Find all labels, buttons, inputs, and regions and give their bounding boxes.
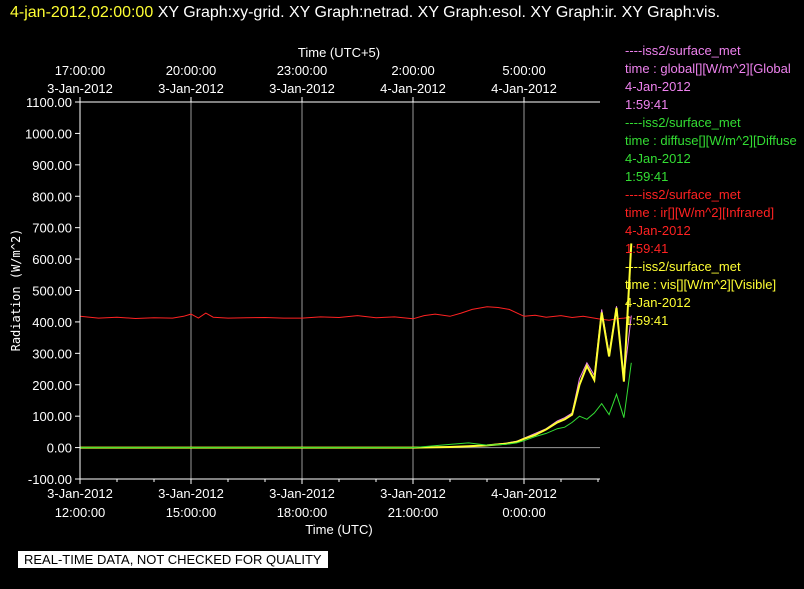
y-tick-label: 1100.00 (26, 95, 72, 110)
y-axis-label: Radiation (W/m^2) (9, 229, 23, 352)
y-tick-label: 900.00 (32, 158, 72, 173)
x-tick-label-date: 3-Jan-2012 (269, 486, 335, 501)
x2-tick-label-time: 5:00:00 (502, 63, 545, 78)
y-tick-label: 700.00 (32, 221, 72, 236)
legend-source: ----iss2/surface_met (625, 187, 741, 202)
x2-tick-label-time: 17:00:00 (55, 63, 106, 78)
y-tick-label: 500.00 (32, 284, 72, 299)
x-tick-label-date: 4-Jan-2012 (491, 486, 557, 501)
legend-source: ----iss2/surface_met (625, 43, 741, 58)
x-tick-label-date: 3-Jan-2012 (158, 486, 224, 501)
x2-tick-label-time: 20:00:00 (166, 63, 217, 78)
legend-date: 4-Jan-2012 (625, 151, 691, 166)
timestamp: 4-jan-2012,02:00:00 (10, 4, 154, 21)
y-tick-label: 600.00 (32, 252, 72, 267)
legend-field: time : ir[][W/m^2][Infrared] (625, 205, 775, 220)
legend-field: time : global[][W/m^2][Global (625, 61, 791, 76)
legend-time: 1:59:41 (625, 169, 669, 184)
x-axis-label: Time (UTC) (305, 522, 372, 537)
legend-date: 4-Jan-2012 (625, 295, 691, 310)
series-line-ir (79, 306, 632, 321)
y-tick-label: -100.00 (28, 472, 72, 487)
legend-time: 1:59:41 (625, 313, 669, 328)
y-tick-label: 0.00 (47, 441, 72, 456)
x2-tick-label-time: 2:00:00 (391, 63, 434, 78)
x-tick-label-time: 15:00:00 (166, 505, 217, 520)
x2-tick-label-date: 4-Jan-2012 (380, 81, 446, 96)
chart-plot-area (79, 243, 633, 449)
x2-tick-label-date: 3-Jan-2012 (269, 81, 335, 96)
y-tick-label: 800.00 (32, 189, 72, 204)
x-tick-label-date: 3-Jan-2012 (47, 486, 113, 501)
legend-date: 4-Jan-2012 (625, 79, 691, 94)
legend-time: 1:59:41 (625, 241, 669, 256)
y-tick-label: 1000.00 (25, 126, 72, 141)
series-line-vis (80, 243, 633, 449)
y-tick-label: 200.00 (32, 378, 72, 393)
legend-field: time : diffuse[][W/m^2][Diffuse (625, 133, 797, 148)
legend-time: 1:59:41 (625, 97, 669, 112)
x2-axis-label: Time (UTC+5) (298, 45, 380, 60)
x-tick-label-date: 3-Jan-2012 (380, 486, 446, 501)
x2-tick-label-date: 4-Jan-2012 (491, 81, 557, 96)
x2-tick-label-date: 3-Jan-2012 (158, 81, 224, 96)
series-line-diffuse (80, 362, 632, 449)
legend-source: ----iss2/surface_met (625, 115, 741, 130)
legend-source: ----iss2/surface_met (625, 259, 741, 274)
chart-axes: 3-Jan-2012 12:00:00 3-Jan-2012 15:00:00 3-Ja… (25, 63, 600, 520)
x-tick-label-time: 21:00:00 (388, 505, 439, 520)
quality-disclaimer: REAL-TIME DATA, NOT CHECKED FOR QUALITY (18, 551, 328, 568)
x-tick-label-time: 0:00:00 (502, 505, 545, 520)
graph-list: XY Graph:xy-grid. XY Graph:netrad. XY Gr… (157, 4, 721, 21)
y-tick-label: 400.00 (32, 315, 72, 330)
x-tick-label-time: 18:00:00 (277, 505, 328, 520)
x2-tick-label-time: 23:00:00 (277, 63, 328, 78)
chart-grid (80, 102, 600, 479)
graph-title-bar: 4-jan-2012,02:00:00 XY Graph:xy-grid. XY… (10, 2, 800, 24)
y-tick-label: 300.00 (32, 346, 72, 361)
x-tick-label-time: 12:00:00 (55, 505, 106, 520)
legend-date: 4-Jan-2012 (625, 223, 691, 238)
x2-tick-label-date: 3-Jan-2012 (47, 81, 113, 96)
y-tick-label: 100.00 (32, 409, 72, 424)
series-line-global (80, 306, 632, 449)
legend-field: time : vis[][W/m^2][Visible] (625, 277, 777, 292)
